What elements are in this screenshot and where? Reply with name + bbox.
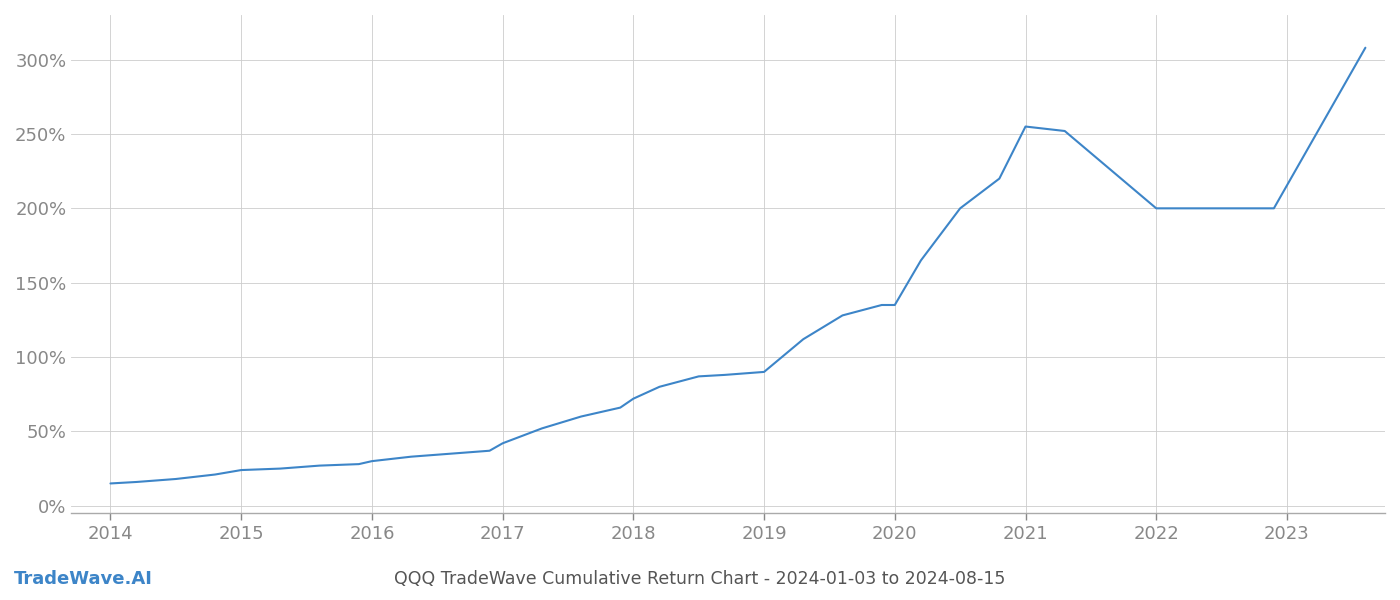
Text: TradeWave.AI: TradeWave.AI: [14, 570, 153, 588]
Text: QQQ TradeWave Cumulative Return Chart - 2024-01-03 to 2024-08-15: QQQ TradeWave Cumulative Return Chart - …: [395, 570, 1005, 588]
